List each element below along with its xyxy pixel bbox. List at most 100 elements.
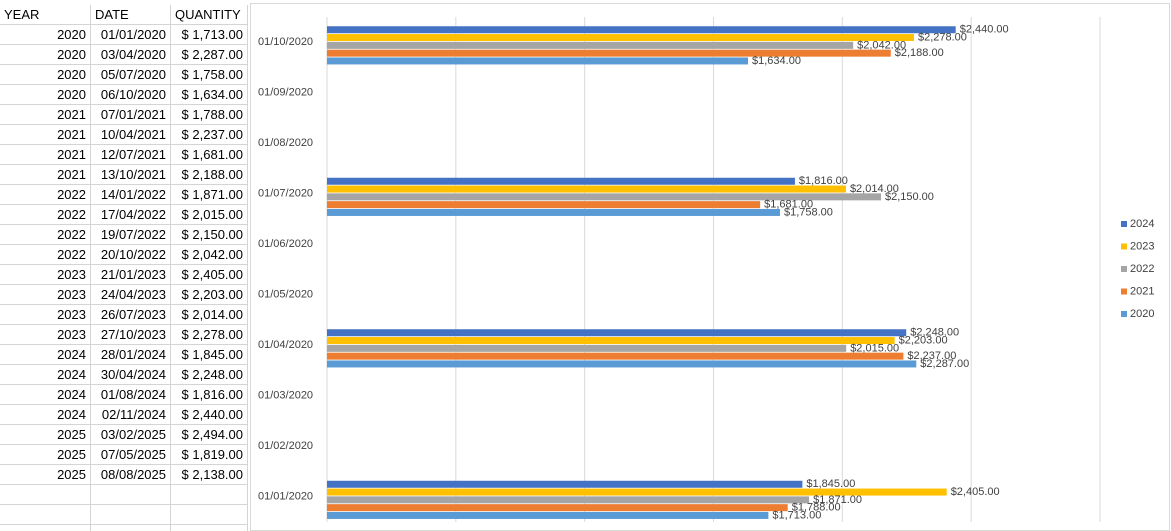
cell[interactable]: 06/10/2020 — [91, 85, 171, 105]
cell[interactable]: 2023 — [0, 305, 91, 325]
cell[interactable]: 03/02/2025 — [91, 425, 171, 445]
cell[interactable]: 2024 — [0, 365, 91, 385]
cell[interactable]: 2025 — [0, 465, 91, 485]
cell[interactable]: 07/05/2025 — [91, 445, 171, 465]
cell[interactable]: $ 2,042.00 — [171, 245, 248, 265]
cell[interactable]: 21/01/2023 — [91, 265, 171, 285]
cell[interactable]: $ 1,819.00 — [171, 445, 248, 465]
cell[interactable]: 2021 — [0, 105, 91, 125]
cell[interactable]: 2022 — [0, 185, 91, 205]
legend-swatch — [1121, 221, 1127, 227]
cell[interactable]: 2025 — [0, 445, 91, 465]
cell[interactable]: $ 2,203.00 — [171, 285, 248, 305]
bar — [327, 208, 780, 216]
cell[interactable]: $ 1,634.00 — [171, 85, 248, 105]
cell[interactable]: $ 2,188.00 — [171, 165, 248, 185]
data-label: $2,237.00 — [907, 350, 956, 362]
cell[interactable]: $ 1,788.00 — [171, 105, 248, 125]
data-label: $1,681.00 — [764, 199, 813, 211]
cell[interactable]: $ 1,713.00 — [171, 25, 248, 45]
bar — [327, 185, 846, 193]
cell[interactable]: 2022 — [0, 225, 91, 245]
cell[interactable]: 13/10/2021 — [91, 165, 171, 185]
cell[interactable]: 12/07/2021 — [91, 145, 171, 165]
cell[interactable]: 2020 — [0, 65, 91, 85]
cell[interactable]: 30/04/2024 — [91, 365, 171, 385]
cell[interactable]: 20/10/2022 — [91, 245, 171, 265]
bar — [327, 480, 803, 488]
cell[interactable] — [171, 525, 248, 531]
cell[interactable]: DATE — [91, 5, 171, 25]
cell[interactable]: 03/04/2020 — [91, 45, 171, 65]
cell[interactable]: $ 1,845.00 — [171, 345, 248, 365]
cell[interactable]: 2021 — [0, 125, 91, 145]
cell[interactable]: $ 2,138.00 — [171, 465, 248, 485]
cell[interactable]: 17/04/2022 — [91, 205, 171, 225]
cell[interactable] — [91, 505, 171, 525]
legend-label: 2021 — [1130, 285, 1154, 297]
cell[interactable]: YEAR — [0, 5, 91, 25]
cell[interactable]: 24/04/2023 — [91, 285, 171, 305]
cell[interactable]: $ 2,405.00 — [171, 265, 248, 285]
data-label: $2,405.00 — [951, 486, 1000, 498]
cell[interactable]: $ 1,816.00 — [171, 385, 248, 405]
cell[interactable]: $ 1,681.00 — [171, 145, 248, 165]
cell[interactable]: 2021 — [0, 145, 91, 165]
cell[interactable] — [0, 505, 91, 525]
cell[interactable] — [171, 505, 248, 525]
cell[interactable]: $ 2,494.00 — [171, 425, 248, 445]
data-label: $2,440.00 — [960, 24, 1009, 36]
legend-swatch — [1121, 311, 1127, 317]
cell[interactable] — [0, 485, 91, 505]
cell[interactable]: $ 2,014.00 — [171, 305, 248, 325]
cell[interactable]: $ 2,150.00 — [171, 225, 248, 245]
cell[interactable]: QUANTITY — [171, 5, 248, 25]
cell[interactable]: 2020 — [0, 25, 91, 45]
cell[interactable]: $ 2,287.00 — [171, 45, 248, 65]
cell[interactable]: 08/08/2025 — [91, 465, 171, 485]
bar — [327, 360, 917, 368]
cell[interactable]: 2023 — [0, 285, 91, 305]
cell[interactable]: 2024 — [0, 345, 91, 365]
cell[interactable]: $ 1,758.00 — [171, 65, 248, 85]
cell[interactable] — [91, 525, 171, 531]
cell[interactable]: 27/10/2023 — [91, 325, 171, 345]
cell[interactable]: 05/07/2020 — [91, 65, 171, 85]
legend-label: 2020 — [1130, 308, 1154, 320]
data-label: $2,188.00 — [895, 47, 944, 59]
legend-label: 2024 — [1130, 218, 1154, 230]
cell[interactable]: $ 2,440.00 — [171, 405, 248, 425]
cell[interactable]: 01/01/2020 — [91, 25, 171, 45]
cell[interactable]: 2023 — [0, 325, 91, 345]
cell[interactable]: 2025 — [0, 425, 91, 445]
data-label: $2,248.00 — [910, 327, 959, 339]
category-label: 01/02/2020 — [258, 440, 313, 452]
cell[interactable]: 02/11/2024 — [91, 405, 171, 425]
cell[interactable]: 07/01/2021 — [91, 105, 171, 125]
bar — [327, 201, 761, 209]
cell[interactable]: 2020 — [0, 85, 91, 105]
cell[interactable]: 10/04/2021 — [91, 125, 171, 145]
cell[interactable]: 19/07/2022 — [91, 225, 171, 245]
cell[interactable]: 2024 — [0, 385, 91, 405]
cell[interactable]: $ 1,871.00 — [171, 185, 248, 205]
cell[interactable]: 2020 — [0, 45, 91, 65]
cell[interactable] — [91, 485, 171, 505]
cell[interactable]: $ 2,248.00 — [171, 365, 248, 385]
cell[interactable]: 2024 — [0, 405, 91, 425]
cell[interactable]: 2021 — [0, 165, 91, 185]
cell[interactable]: 26/07/2023 — [91, 305, 171, 325]
cell[interactable]: $ 2,015.00 — [171, 205, 248, 225]
legend-label: 2023 — [1130, 240, 1154, 252]
cell[interactable]: 01/08/2024 — [91, 385, 171, 405]
cell[interactable]: 2022 — [0, 245, 91, 265]
cell[interactable]: 2022 — [0, 205, 91, 225]
cell[interactable]: 28/01/2024 — [91, 345, 171, 365]
data-label: $1,816.00 — [799, 175, 848, 187]
cell[interactable] — [171, 485, 248, 505]
cell[interactable]: 2023 — [0, 265, 91, 285]
cell[interactable]: 14/01/2022 — [91, 185, 171, 205]
cell[interactable]: $ 2,278.00 — [171, 325, 248, 345]
cell[interactable] — [0, 525, 91, 531]
cell[interactable]: $ 2,237.00 — [171, 125, 248, 145]
